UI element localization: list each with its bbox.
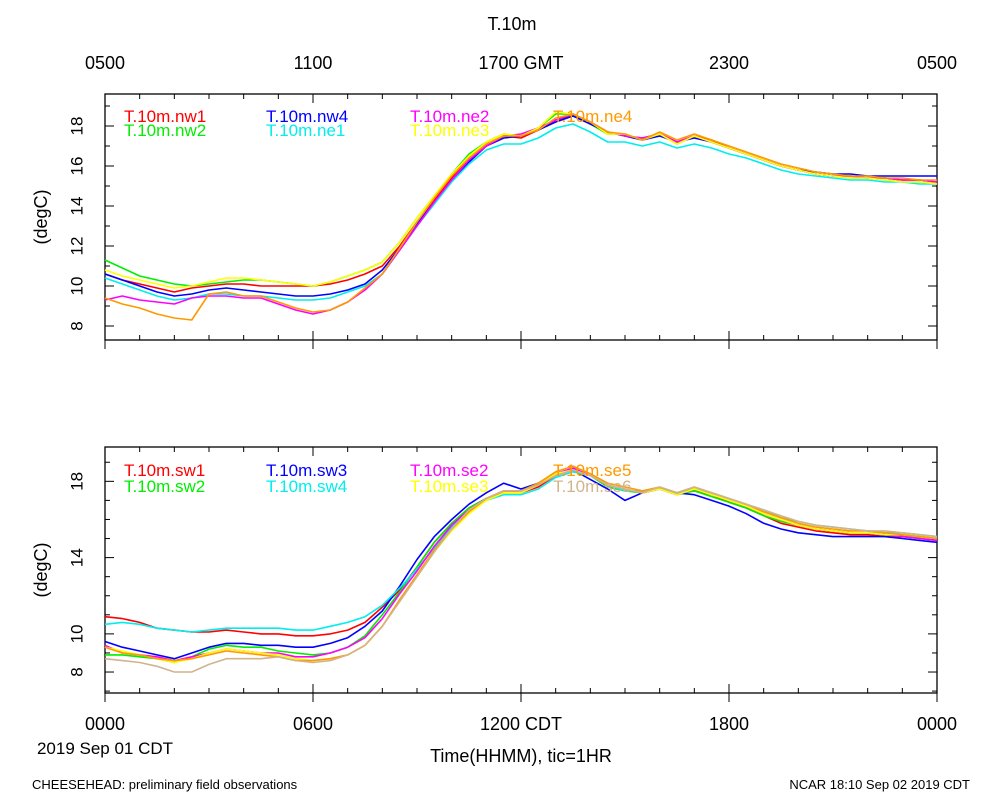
legend-T-10m-sw1: T.10m.sw1 [124, 461, 205, 480]
top-x-tick-label: 1700 GMT [478, 53, 563, 73]
legend-T-10m-ne4: T.10m.ne4 [553, 107, 632, 126]
legend-T-10m-ne3: T.10m.ne3 [410, 121, 489, 140]
series-line-T-10m-sw3 [104, 469, 938, 660]
bottom-x-tick-label: 0000 [917, 714, 957, 734]
top-x-tick-label: 0500 [917, 53, 957, 73]
bottom-x-tick-label: 1800 [709, 714, 749, 734]
legend-T-10m-ne2: T.10m.ne2 [410, 107, 489, 126]
top-x-tick-label: 0500 [85, 53, 125, 73]
y-tick-label: 10 [67, 624, 86, 643]
y-tick-label: 8 [67, 667, 86, 676]
bottom-x-tick-label: 0000 [85, 714, 125, 734]
footer-left: CHEESEHEAD: preliminary field observatio… [32, 777, 298, 792]
series-line-T-10m-se3 [104, 469, 938, 664]
date-label: 2019 Sep 01 CDT [37, 739, 173, 758]
legend-T-10m-se3: T.10m.se3 [410, 477, 488, 496]
series-line-T-10m-se6 [104, 469, 938, 673]
top-x-tick-label: 2300 [709, 53, 749, 73]
legend-T-10m-sw3: T.10m.sw3 [266, 461, 347, 480]
top-x-tick-label: 1100 [294, 53, 333, 73]
series-line-T-10m-sw2 [105, 469, 938, 664]
y-tick-label: 12 [67, 237, 86, 256]
series-line-T-10m-ne1 [104, 123, 937, 301]
legend-T-10m-sw4: T.10m.sw4 [266, 477, 347, 496]
legend-T-10m-nw1: T.10m.nw1 [124, 107, 206, 126]
legend-T-10m-sw2: T.10m.sw2 [124, 477, 205, 496]
chart-title: T.10m [487, 14, 536, 34]
plot-frame [104, 93, 938, 341]
legend-T-10m-nw4: T.10m.nw4 [266, 107, 348, 126]
legend-T-10m-nw2: T.10m.nw2 [124, 121, 206, 140]
y-axis-label: (degC) [31, 189, 51, 244]
series-line-T-10m-nw2 [104, 113, 938, 287]
plot-frame [104, 446, 938, 694]
y-tick-label: 10 [67, 277, 86, 296]
series-line-T-10m-ne4 [104, 113, 937, 321]
bottom-x-tick-label: 1200 CDT [480, 714, 562, 734]
legend-T-10m-se5: T.10m.se5 [553, 461, 631, 480]
y-tick-label: 14 [67, 548, 86, 567]
legend-T-10m-se6: T.10m.se6 [553, 477, 631, 496]
y-tick-label: 18 [67, 472, 86, 491]
series-line-T-10m-nw1 [104, 115, 938, 293]
legend-T-10m-ne1: T.10m.ne1 [266, 121, 345, 140]
y-tick-label: 8 [67, 321, 86, 330]
legend-T-10m-se2: T.10m.se2 [410, 461, 488, 480]
bottom-x-tick-label: 0600 [293, 714, 333, 734]
y-axis-label: (degC) [31, 542, 51, 597]
series-line-T-10m-nw4 [104, 115, 937, 297]
y-tick-label: 18 [67, 117, 86, 136]
x-axis-label: Time(HHMM), tic=1HR [430, 746, 612, 766]
series-line-T-10m-sw4 [104, 471, 938, 633]
footer-right: NCAR 18:10 Sep 02 2019 CDT [789, 777, 970, 792]
y-tick-label: 14 [67, 197, 86, 216]
y-tick-label: 16 [67, 157, 86, 176]
series-line-T-10m-se2 [104, 467, 938, 662]
